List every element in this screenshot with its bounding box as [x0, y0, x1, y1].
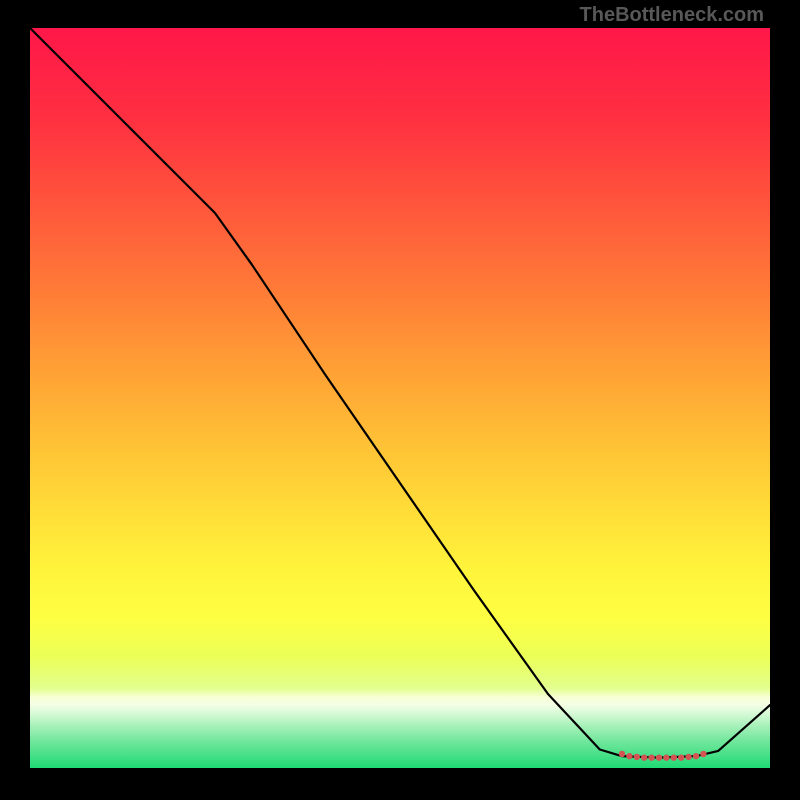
marker-point	[641, 754, 647, 760]
marker-point	[648, 754, 654, 760]
marker-point	[671, 754, 677, 760]
marker-point	[619, 751, 625, 757]
marker-point	[626, 753, 632, 759]
marker-point	[663, 754, 669, 760]
marker-point	[634, 754, 640, 760]
marker-point	[693, 753, 699, 759]
marker-point	[678, 754, 684, 760]
marker-point	[700, 751, 706, 757]
chart-overlay	[30, 28, 770, 768]
chart-plot-area	[30, 28, 770, 768]
marker-point	[685, 754, 691, 760]
optimal-range-markers	[619, 751, 707, 761]
watermark-text: TheBottleneck.com	[580, 4, 764, 27]
bottleneck-curve	[30, 28, 770, 758]
marker-point	[656, 754, 662, 760]
